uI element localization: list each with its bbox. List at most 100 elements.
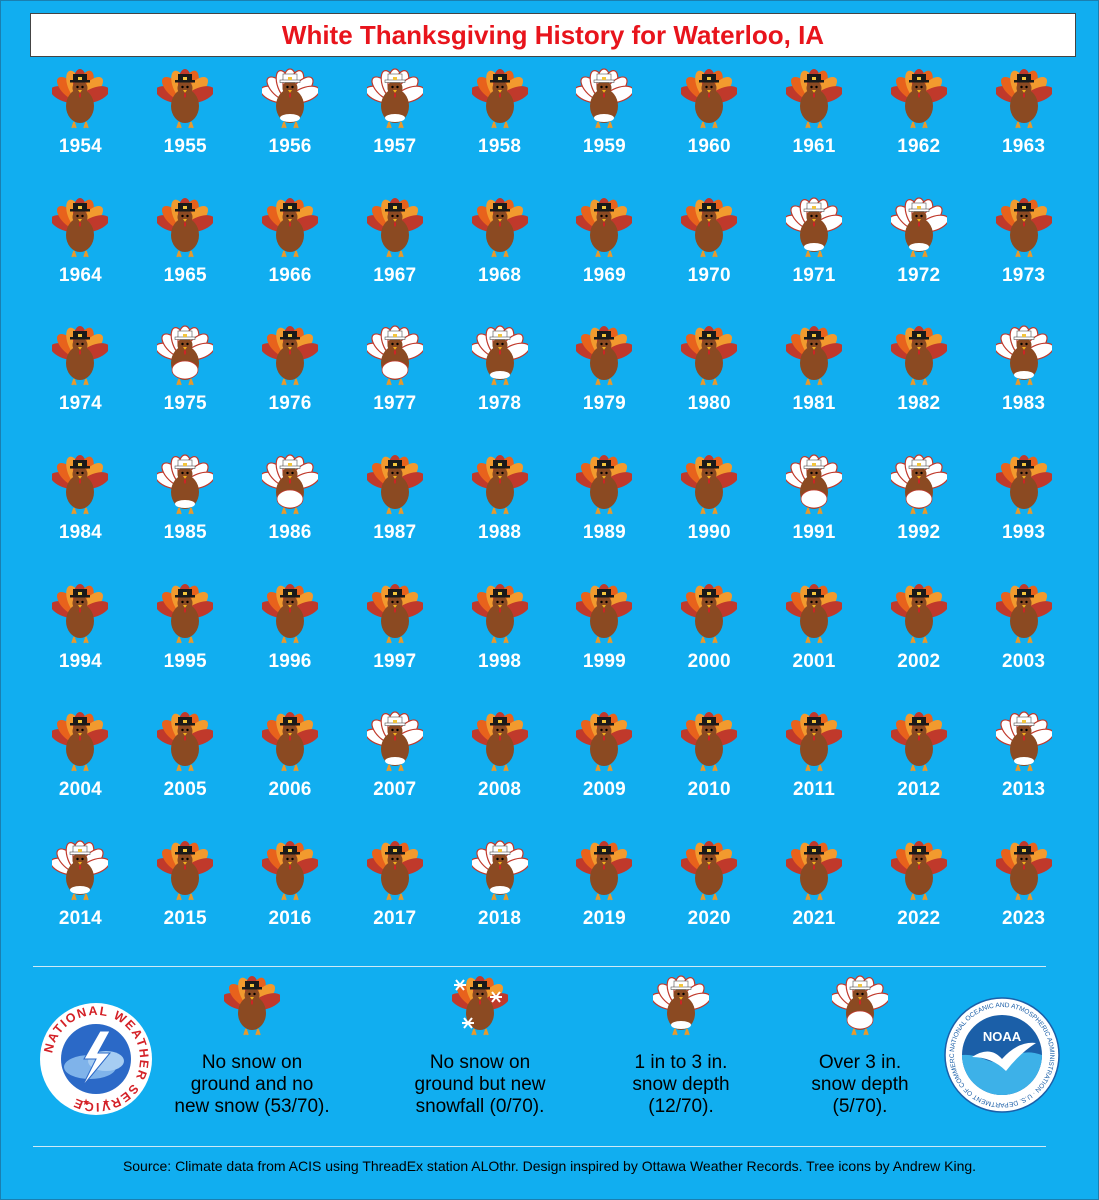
turkey-icon [995, 68, 1052, 130]
year-cell: 2014 [28, 840, 133, 969]
year-label: 2005 [163, 779, 207, 801]
noaa-logo-label: NOAA [983, 1029, 1022, 1044]
divider-bottom [33, 1146, 1046, 1147]
year-label: 1987 [373, 522, 417, 544]
year-cell: 1981 [762, 325, 867, 454]
turkey-icon [52, 840, 109, 902]
turkey-icon [471, 454, 528, 516]
turkey-icon [995, 711, 1052, 773]
year-label: 1989 [582, 522, 626, 544]
year-label: 2018 [478, 908, 522, 930]
turkey-icon [681, 454, 738, 516]
year-label: 1988 [478, 522, 522, 544]
year-label: 2014 [58, 908, 102, 930]
year-label: 1981 [792, 393, 836, 415]
turkey-icon [157, 840, 214, 902]
turkey-icon [890, 197, 947, 259]
year-label: 1964 [58, 264, 102, 286]
turkey-icon [157, 325, 214, 387]
turkey-icon [785, 583, 842, 645]
year-label: 2015 [163, 908, 207, 930]
turkey-icon [471, 325, 528, 387]
year-cell: 2016 [238, 840, 343, 969]
year-label: 2001 [792, 650, 836, 672]
year-label: 1991 [792, 522, 836, 544]
year-label: 1985 [163, 522, 207, 544]
year-label: 1956 [268, 136, 312, 157]
year-label: 1977 [373, 393, 417, 415]
turkey-icon [576, 840, 633, 902]
legend-text: No snow on ground and no new snow (53/70… [174, 1052, 330, 1117]
turkey-icon [995, 325, 1052, 387]
turkey-icon [157, 711, 214, 773]
turkey-icon [576, 711, 633, 773]
year-cell: 2002 [866, 583, 971, 712]
year-cell: 1995 [133, 583, 238, 712]
year-cell: 1955 [133, 68, 238, 197]
year-cell: 1977 [342, 325, 447, 454]
turkey-icon [471, 711, 528, 773]
turkey-icon [681, 197, 738, 259]
turkey-icon [261, 711, 318, 773]
year-label: 2013 [1002, 779, 1046, 801]
year-cell: 2023 [971, 840, 1076, 969]
year-label: 1998 [478, 650, 522, 672]
year-cell: 1964 [28, 197, 133, 326]
legend-text: 1 in to 3 in. snow depth (12/70). [632, 1052, 730, 1117]
year-label: 1999 [582, 650, 626, 672]
year-label: 2017 [373, 908, 417, 930]
year-label: 2019 [582, 908, 626, 930]
year-cell: 1956 [238, 68, 343, 197]
year-cell: 1970 [657, 197, 762, 326]
year-label: 1996 [268, 650, 312, 672]
year-cell: 1994 [28, 583, 133, 712]
year-cell: 2009 [552, 711, 657, 840]
turkey-icon [830, 975, 890, 1042]
year-cell: 2001 [762, 583, 867, 712]
year-label: 2023 [1002, 908, 1046, 930]
year-cell: 1974 [28, 325, 133, 454]
year-cell: 2005 [133, 711, 238, 840]
turkey-icon [890, 68, 947, 130]
year-label: 1982 [897, 393, 941, 415]
year-cell: 1985 [133, 454, 238, 583]
turkey-icon [890, 454, 947, 516]
legend-item-over3: Over 3 in. snow depth (5/70). [770, 975, 950, 1118]
year-label: 1976 [268, 393, 312, 415]
year-label: 1975 [163, 393, 207, 415]
year-cell: 2006 [238, 711, 343, 840]
year-label: 1995 [163, 650, 207, 672]
year-label: 1965 [163, 264, 207, 286]
turkey-icon [890, 325, 947, 387]
year-cell: 1979 [552, 325, 657, 454]
year-cell: 2003 [971, 583, 1076, 712]
year-cell: 1992 [866, 454, 971, 583]
year-cell: 2013 [971, 711, 1076, 840]
turkey-icon [366, 454, 423, 516]
turkey-icon [681, 68, 738, 130]
year-label: 1980 [687, 393, 731, 415]
year-label: 2003 [1002, 650, 1046, 672]
svg-text:★: ★ [82, 1097, 90, 1107]
year-label: 1970 [687, 264, 731, 286]
turkey-icon [785, 68, 842, 130]
year-cell: 2000 [657, 583, 762, 712]
year-label: 1984 [58, 522, 102, 544]
year-cell: 1966 [238, 197, 343, 326]
year-cell: 1967 [342, 197, 447, 326]
legend-item-1to3: 1 in to 3 in. snow depth (12/70). [591, 975, 771, 1118]
year-label: 1954 [58, 136, 102, 157]
year-cell: 1961 [762, 68, 867, 197]
year-cell: 1987 [342, 454, 447, 583]
year-label: 2009 [582, 779, 626, 801]
turkey-icon [471, 583, 528, 645]
year-label: 2020 [687, 908, 731, 930]
year-cell: 1975 [133, 325, 238, 454]
year-label: 2016 [268, 908, 312, 930]
year-label: 1957 [373, 136, 417, 157]
year-cell: 1986 [238, 454, 343, 583]
year-cell: 1968 [447, 197, 552, 326]
year-label: 1968 [478, 264, 522, 286]
turkey-icon [52, 68, 109, 130]
turkey-icon [995, 454, 1052, 516]
